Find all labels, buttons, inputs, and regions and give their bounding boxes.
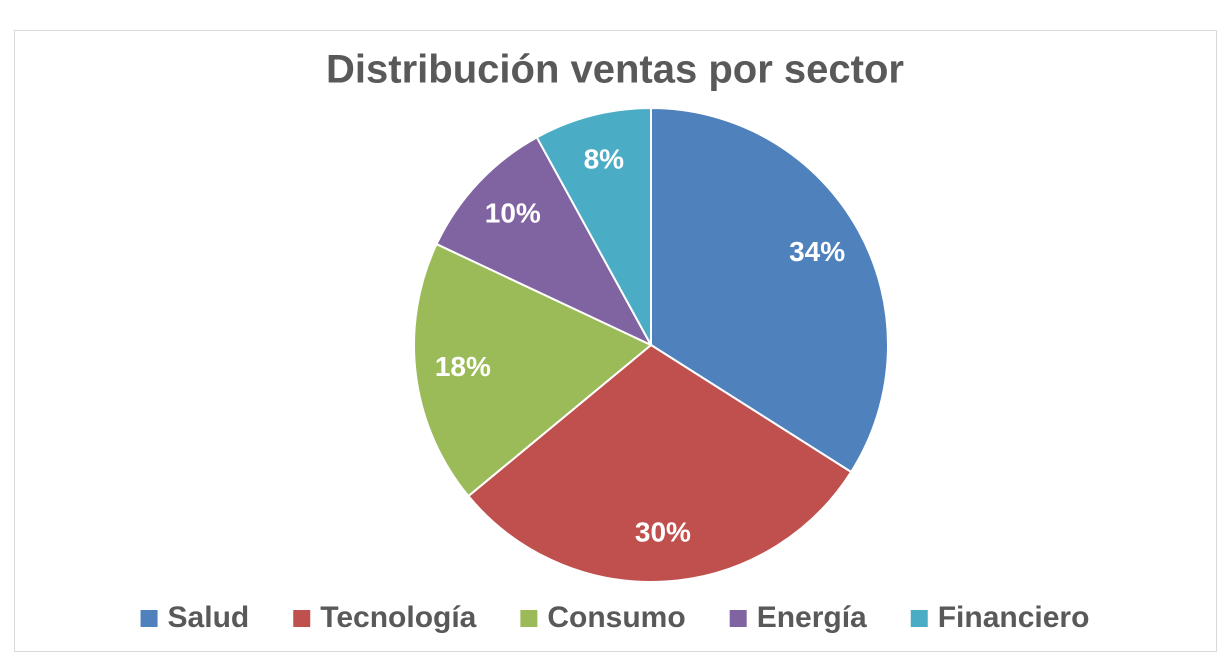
chart-title: Distribución ventas por sector [326,48,904,92]
data-label: 30% [635,517,691,548]
legend-swatch [910,610,928,627]
pie-slice [435,135,654,348]
legend-label: Energía [757,601,867,634]
legend-label: Financiero [938,601,1090,634]
legend-label: Salud [168,601,250,634]
legend-swatch [293,610,311,627]
pie-slice [466,343,853,583]
pie-slice [413,242,653,498]
legend-swatch [520,610,538,627]
pie-slice [535,106,652,346]
legend-swatch [140,610,158,627]
legend-label: Tecnología [320,601,476,634]
data-label: 18% [435,351,491,382]
data-label: 34% [789,236,845,267]
legend-swatch [729,610,747,627]
pie-slice [650,106,889,474]
legend-label: Consumo [547,601,685,634]
data-label: 10% [485,198,541,229]
data-label: 8% [584,144,625,175]
